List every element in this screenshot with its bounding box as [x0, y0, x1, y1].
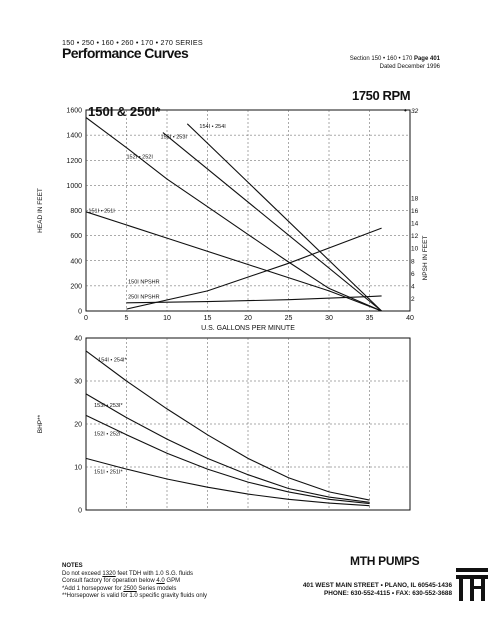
- y2-tick-label: 6: [411, 271, 415, 278]
- phone-line: PHONE: 630-552-4115 • FAX: 630-552-3688: [324, 590, 452, 598]
- y2-tick-label: 18: [411, 196, 419, 203]
- series-label: 150I NPSHR: [128, 279, 160, 285]
- series-line: [186, 123, 382, 312]
- y-tick-label: 1600: [66, 108, 82, 115]
- section-prefix: Section 150 • 160 • 170: [349, 56, 413, 62]
- series-line: [162, 132, 382, 312]
- y-tick-label: 400: [70, 258, 82, 265]
- y-axis-label: HEAD IN FEET: [37, 188, 44, 233]
- y2-tick-label: 2: [411, 296, 415, 303]
- x-tick-label: 25: [285, 315, 293, 322]
- mth-logo-icon: [456, 568, 488, 601]
- dated-label: Dated December 1996: [379, 64, 440, 70]
- head-capacity-chart: 0 5 10 15 20 25 30 35 40020040060080010001200140…: [37, 104, 429, 332]
- series-line: [85, 414, 370, 505]
- y-tick-label: 0: [78, 309, 82, 316]
- x-tick-label: 20: [244, 315, 252, 322]
- y2-tick-label: 10: [411, 246, 419, 253]
- x-tick-label: 40: [406, 315, 414, 322]
- notes-block: NOTES Do not exceed 1320 feet TDH with 1…: [62, 563, 207, 601]
- series-label: 154I • 254I*: [98, 358, 127, 364]
- series-label: 153I • 253I: [161, 134, 188, 140]
- y-tick-label: 1000: [66, 183, 82, 190]
- note-3-value: 2500: [123, 585, 137, 592]
- note-1-value: 1320: [102, 570, 116, 577]
- series-label: 154I • 254I: [199, 124, 226, 130]
- y2-tick-label: 8: [411, 258, 415, 265]
- y2-tick-label: 12: [411, 233, 419, 240]
- series-line: [126, 227, 382, 310]
- x-tick-label: 35: [366, 315, 374, 322]
- note-3-a: *Add 1 horsepower for: [62, 585, 122, 592]
- y-tick-label: 10: [74, 465, 82, 472]
- note-1-c: feet TDH with 1.0 S.G. fluids: [117, 570, 193, 577]
- series-label: 151I • 251I: [88, 208, 115, 214]
- section-info: Section 150 • 160 • 170 Page 401 Dated D…: [340, 55, 440, 71]
- series-line: [126, 295, 382, 304]
- note-2-value: 4.0: [156, 578, 165, 585]
- x-tick-label: 10: [163, 315, 171, 322]
- y-tick-label: 20: [74, 422, 82, 429]
- y-tick-label: 1400: [66, 133, 82, 140]
- series-line: [85, 393, 370, 503]
- x-tick-label: 0: [84, 315, 88, 322]
- series-label: 153I • 253I*: [94, 403, 123, 409]
- series-line: [85, 117, 382, 312]
- y2-top-label: 32: [411, 108, 419, 115]
- y-tick-label: 800: [70, 208, 82, 215]
- series-label: 151I • 251I*: [94, 469, 123, 475]
- y-tick-label: 30: [74, 379, 82, 386]
- note-2-c: GPM: [166, 578, 181, 585]
- note-3: *Add 1 horsepower for 2500 Series models: [62, 586, 207, 594]
- chart-title: 150I & 250I*: [88, 104, 161, 119]
- y-tick-label: 200: [70, 283, 82, 290]
- y-tick-label: 1200: [66, 158, 82, 165]
- y-tick-label: 600: [70, 233, 82, 240]
- y2-top-marker: •: [404, 106, 407, 115]
- series-label: 152I • 252I*: [94, 432, 123, 438]
- y2-tick-label: 16: [411, 208, 419, 215]
- note-3-c: Series models: [138, 585, 177, 592]
- x-axis-label: U.S. GALLONS PER MINUTE: [201, 325, 295, 332]
- series-label: 152I • 252I: [127, 154, 154, 160]
- y2-axis-label: NPSH IN FEET: [422, 236, 429, 281]
- page-label: Page 401: [413, 56, 440, 62]
- page-title: Performance Curves: [62, 45, 189, 61]
- address-line: 401 WEST MAIN STREET • PLANO, IL 60545-1…: [302, 582, 452, 589]
- series-line: [85, 457, 370, 507]
- note-4: **Horsepower is valid for 1.0 specific g…: [62, 593, 208, 600]
- notes-heading: NOTES: [62, 563, 83, 569]
- y2-tick-label: 4: [411, 283, 415, 290]
- x-tick-label: 15: [204, 315, 212, 322]
- bhp-chart: 0 10 20 30 40 BHP** 154I • 254I* 153I • 253I* 15…: [37, 336, 411, 515]
- y2-tick-label: 14: [411, 221, 419, 228]
- x-tick-label: 30: [325, 315, 333, 322]
- note-1: Do not exceed 1320 feet TDH with 1.0 S.G…: [62, 571, 207, 579]
- address-block: 401 WEST MAIN STREET • PLANO, IL 60545-1…: [262, 582, 452, 598]
- y-tick-label: 40: [74, 336, 82, 343]
- y-axis-label: BHP**: [37, 414, 44, 433]
- note-2: Consult factory for operation below 4.0 …: [62, 578, 207, 586]
- y-tick-label: 0: [78, 508, 82, 515]
- x-tick-label: 5: [125, 315, 129, 322]
- series-heading: 150 • 250 • 160 • 260 • 170 • 270 SERIES: [62, 38, 203, 47]
- series-label: 250I NPSHR: [128, 294, 160, 300]
- brand-name: MTH PUMPS: [350, 554, 420, 568]
- rpm-label: 1750 RPM: [352, 88, 411, 103]
- note-2-a: Consult factory for operation below: [62, 578, 155, 585]
- note-1-a: Do not exceed: [62, 570, 101, 577]
- series-line: [85, 350, 370, 501]
